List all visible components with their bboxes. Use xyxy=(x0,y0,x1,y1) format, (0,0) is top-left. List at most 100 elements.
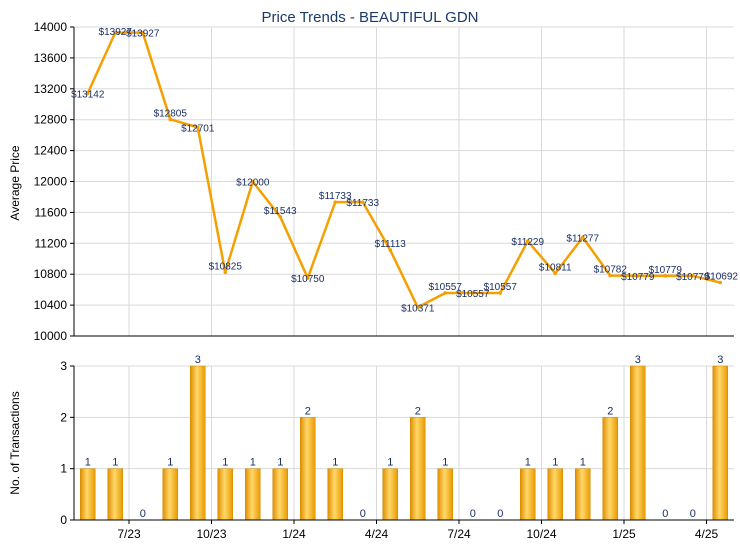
price-y-tick-label: 10800 xyxy=(34,267,68,281)
price-data-label: $10825 xyxy=(209,261,243,272)
transaction-bar-label: 3 xyxy=(717,354,723,366)
x-tick-label: 10/23 xyxy=(196,527,226,541)
price-point xyxy=(113,30,118,35)
transaction-bar-label: 0 xyxy=(470,508,476,520)
transactions-y-axis-title: No. of Transactions xyxy=(8,391,22,494)
transactions-y-ticks: 0 1 2 3 xyxy=(60,359,74,527)
price-data-label: $11229 xyxy=(511,237,544,248)
price-point xyxy=(168,117,173,122)
x-tick-label: 1/25 xyxy=(612,527,636,541)
price-data-labels: $13142 $13927$13927 $12805 $12701 $10825 $120… xyxy=(71,27,738,314)
transaction-bar xyxy=(520,468,536,521)
transaction-bar xyxy=(437,468,453,521)
transaction-bar xyxy=(630,365,646,521)
transaction-bar-label: 2 xyxy=(607,405,613,417)
price-data-label: $13927 xyxy=(126,29,160,40)
price-data-label: $10557 xyxy=(456,289,490,300)
price-data-label: $11733 xyxy=(319,191,352,202)
transaction-bar xyxy=(575,468,591,521)
transaction-bar-label: 3 xyxy=(195,354,201,366)
price-data-label: $10692 xyxy=(705,272,739,283)
transaction-bar xyxy=(410,417,426,521)
price-y-tick-label: 14000 xyxy=(34,20,68,34)
transaction-bar-label: 1 xyxy=(250,457,256,469)
transaction-bar-label: 1 xyxy=(222,457,228,469)
price-y-axis-title: Average Price xyxy=(8,145,22,220)
transactions-y-tick-label: 1 xyxy=(60,462,67,476)
price-data-label: $11277 xyxy=(566,233,599,244)
price-data-label: $10557 xyxy=(429,282,463,293)
x-tick-label: 4/24 xyxy=(365,527,389,541)
x-tick-label: 7/24 xyxy=(447,527,471,541)
price-y-tick-label: 12400 xyxy=(34,144,68,158)
price-y-tick-label: 13600 xyxy=(34,51,68,65)
price-data-label: $10811 xyxy=(539,262,572,273)
price-data-label: $12000 xyxy=(236,178,270,189)
price-data-label: $11113 xyxy=(375,239,407,250)
transaction-bar xyxy=(80,468,96,521)
transaction-bar xyxy=(217,468,233,521)
price-point xyxy=(443,291,448,295)
x-tick-label: 1/24 xyxy=(282,527,306,541)
price-point xyxy=(250,179,255,184)
transaction-bar-label: 0 xyxy=(497,508,503,520)
transaction-bar-label: 1 xyxy=(552,457,558,469)
transaction-bar xyxy=(190,365,206,521)
transaction-bar-label: 1 xyxy=(580,457,586,469)
x-ticks: 7/23 10/23 1/24 4/24 7/24 10/24 1/25 4/25 xyxy=(117,520,719,541)
price-line-series xyxy=(85,30,723,310)
transaction-bar-label: 0 xyxy=(140,508,146,520)
transaction-bar xyxy=(327,468,343,521)
transaction-bar-labels: 1 1 0 1 3 1 1 1 2 1 0 1 2 1 0 0 1 1 1 2 3 0 0 3 xyxy=(85,354,724,520)
price-data-label: $11733 xyxy=(346,198,379,209)
price-point xyxy=(195,125,200,130)
price-point xyxy=(360,200,365,204)
price-point xyxy=(525,239,530,243)
transaction-bar-label: 1 xyxy=(112,457,118,469)
transaction-bar xyxy=(712,365,728,521)
price-point xyxy=(140,30,145,35)
price-data-label: $10750 xyxy=(291,274,325,285)
price-data-label: $10779 xyxy=(649,265,683,276)
transaction-bar xyxy=(382,468,398,521)
price-point xyxy=(278,215,283,219)
price-point xyxy=(718,280,723,285)
transaction-bar xyxy=(300,417,316,521)
transactions-y-tick-label: 2 xyxy=(60,410,67,424)
price-data-label: $11543 xyxy=(264,206,297,217)
transaction-bars xyxy=(80,365,728,521)
price-y-tick-label: 12800 xyxy=(34,113,68,127)
transaction-bar-label: 2 xyxy=(415,405,421,417)
transaction-bar xyxy=(245,468,261,521)
transactions-y-tick-label: 3 xyxy=(60,359,67,373)
x-tick-label: 10/24 xyxy=(526,527,556,541)
price-point xyxy=(470,291,475,295)
price-point xyxy=(388,248,393,252)
x-tick-label: 7/23 xyxy=(117,527,141,541)
price-point xyxy=(690,274,695,278)
transactions-y-tick-label: 0 xyxy=(60,513,67,527)
price-y-tick-label: 10000 xyxy=(34,329,68,343)
transaction-bar-label: 1 xyxy=(277,457,283,469)
price-data-label: $12701 xyxy=(181,123,215,134)
price-point xyxy=(553,271,558,276)
price-data-label: $10782 xyxy=(594,265,628,276)
price-point xyxy=(333,200,338,204)
price-y-tick-label: 11600 xyxy=(35,205,68,219)
transaction-bar-label: 1 xyxy=(442,457,448,469)
price-data-label: $13142 xyxy=(71,89,105,100)
transaction-bar-label: 1 xyxy=(85,457,91,469)
transaction-bar-label: 2 xyxy=(305,405,311,417)
axes xyxy=(73,27,734,521)
transaction-bar-label: 0 xyxy=(360,508,366,520)
price-data-label: $10371 xyxy=(401,303,435,314)
price-data-label: $10779 xyxy=(621,272,655,283)
price-y-tick-label: 11200 xyxy=(35,236,68,250)
price-point xyxy=(415,305,420,310)
price-point xyxy=(305,276,310,280)
price-data-label: $10779 xyxy=(676,272,710,283)
price-y-tick-label: 13200 xyxy=(34,82,68,96)
transaction-bar-label: 1 xyxy=(332,457,338,469)
transaction-bar xyxy=(162,468,178,521)
